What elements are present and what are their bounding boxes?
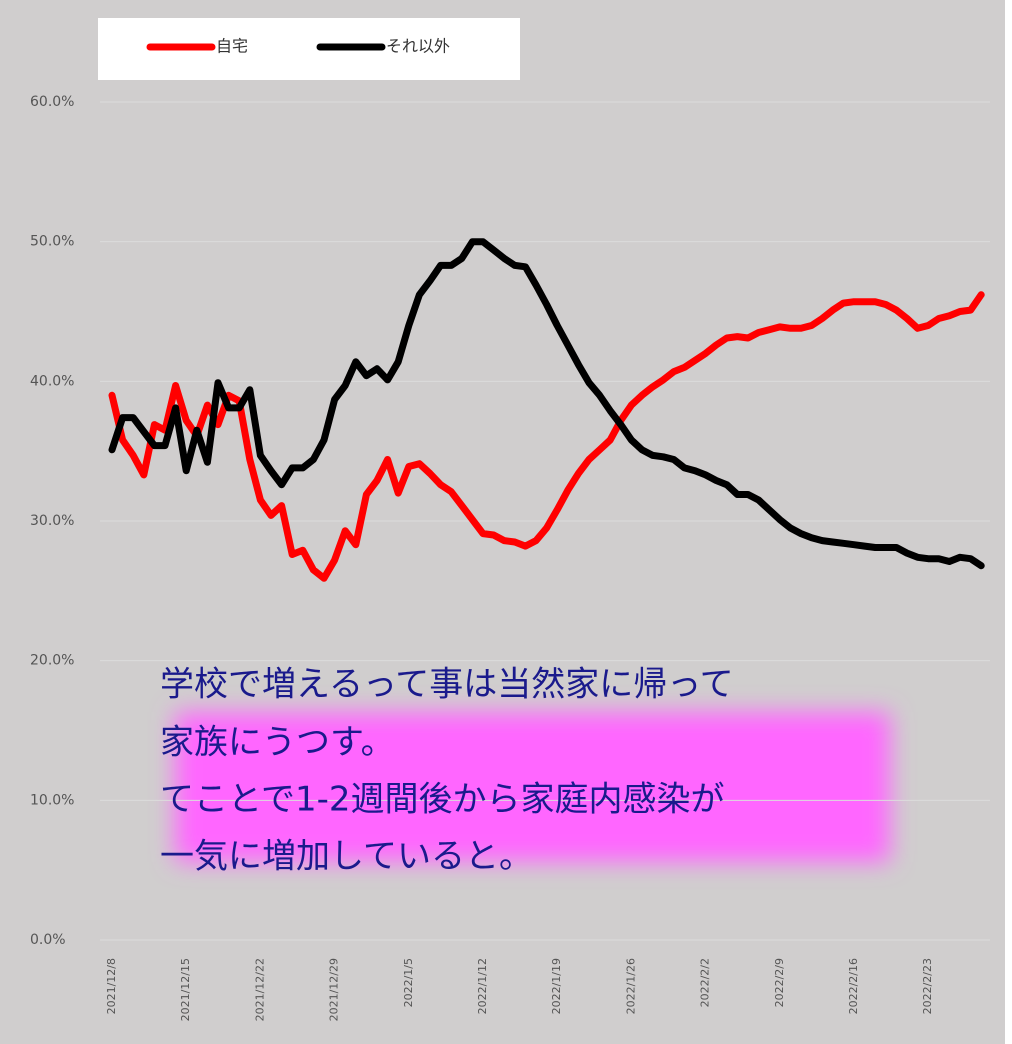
x-tick-label: 2022/2/2	[699, 958, 712, 1007]
annotation: てことで1-2週間後から家庭内感染が	[160, 780, 725, 820]
legend-label: それ以外	[386, 37, 450, 56]
x-tick-label: 2022/1/19	[550, 958, 563, 1014]
x-tick-label: 2021/12/15	[179, 958, 192, 1021]
x-tick-label: 2022/2/9	[773, 958, 786, 1007]
annotation: 一気に増加していると。	[160, 837, 533, 877]
highlight	[175, 712, 890, 862]
y-tick-label: 20.0%	[30, 653, 74, 669]
y-tick-label: 50.0%	[30, 234, 74, 250]
legend-label: 自宅	[216, 37, 248, 56]
y-tick-label: 60.0%	[30, 94, 74, 110]
annotation: 学校で増えるって事は当然家に帰って	[160, 665, 734, 705]
x-tick-label: 2022/1/26	[624, 958, 637, 1014]
annotation: 家族にうつす。	[160, 723, 395, 763]
series-line	[108, 291, 985, 582]
x-tick-label: 2022/1/5	[402, 958, 415, 1007]
x-tick-label: 2021/12/22	[253, 958, 266, 1021]
y-tick-label: 40.0%	[30, 373, 74, 389]
x-tick-label: 2022/1/12	[476, 958, 489, 1014]
x-tick-label: 2022/2/16	[847, 958, 860, 1014]
series-line	[108, 238, 985, 570]
x-tick-label: 2022/2/23	[921, 958, 934, 1014]
x-tick-label: 2021/12/29	[328, 958, 341, 1021]
y-tick-label: 0.0%	[30, 932, 66, 948]
x-tick-label: 2021/12/8	[105, 958, 118, 1014]
y-tick-label: 30.0%	[30, 513, 74, 529]
y-tick-label: 10.0%	[30, 792, 74, 808]
